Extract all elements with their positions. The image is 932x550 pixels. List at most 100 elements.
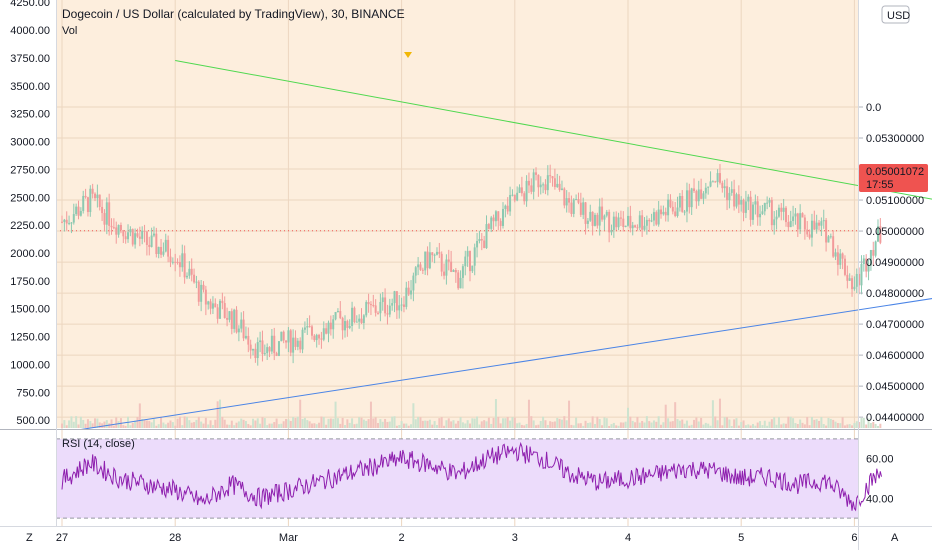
volume-bar [70, 416, 73, 428]
volume-bar [360, 417, 363, 428]
volume-bar [667, 418, 670, 428]
candle-body [101, 206, 104, 214]
candle-body [91, 188, 94, 194]
candle-body [402, 304, 405, 307]
volume-bar [428, 419, 431, 428]
candle-body [294, 337, 297, 347]
candle-body [577, 199, 580, 203]
volume-bar [65, 425, 68, 428]
right-axis-tick: 0.04600000 [866, 350, 924, 362]
volume-bar [511, 417, 514, 428]
scale-button-z[interactable]: Z [26, 532, 33, 544]
volume-bar [775, 424, 778, 428]
left-axis-tick: 1750.00 [10, 276, 50, 288]
candle-body [270, 335, 273, 352]
candle-body [183, 253, 186, 278]
candles [61, 164, 882, 366]
volume-bar [535, 425, 538, 428]
candle-body [301, 329, 304, 350]
candle-body [818, 222, 821, 226]
candle-body [431, 252, 434, 256]
volume-bar [829, 418, 832, 428]
candle-body [61, 221, 63, 223]
volume-bar [730, 425, 733, 428]
volume-bar [247, 423, 250, 428]
candle-body [688, 190, 691, 208]
volume-bar [589, 422, 592, 428]
volume-bar [785, 423, 788, 428]
candle-body [162, 251, 165, 255]
candle-body [237, 328, 240, 333]
volume-bar [709, 425, 712, 428]
right-axis-tick: 0.04800000 [866, 288, 924, 300]
candle-body [586, 220, 589, 224]
candle-body [714, 181, 717, 183]
volume-bar [249, 425, 252, 428]
candle-body [440, 253, 443, 272]
candle-body [459, 277, 462, 289]
candle-body [549, 175, 552, 177]
volume-bar [601, 425, 604, 428]
volume-bar [742, 420, 745, 428]
candle-body [235, 309, 238, 333]
volume-bar [101, 423, 104, 428]
candle-body [685, 190, 688, 212]
candle-body [96, 194, 99, 199]
volume-bar [414, 419, 417, 428]
candle-body [433, 254, 436, 256]
candle-body [874, 241, 877, 256]
volume-bar [723, 417, 726, 428]
candle-body [188, 268, 191, 276]
candle-body [749, 196, 752, 220]
volume-bar [235, 422, 238, 428]
candle-body [829, 236, 832, 238]
candle-body [499, 220, 502, 226]
candle-body [815, 222, 818, 230]
auto-scale-button[interactable]: A [891, 532, 899, 544]
signal-marker [404, 52, 412, 58]
candle-body [365, 302, 368, 316]
candle-body [832, 236, 835, 257]
volume-bar [718, 398, 721, 428]
candle-body [369, 304, 372, 306]
candle-body [737, 194, 740, 205]
candle-body [240, 319, 243, 329]
volume-bar [832, 419, 835, 428]
volume-bar [749, 425, 752, 428]
candle-body [520, 187, 523, 194]
volume-bar [751, 423, 754, 428]
candle-body [308, 326, 311, 328]
candle-body [108, 202, 111, 226]
volume-bar [457, 420, 460, 428]
candle-body [683, 211, 686, 213]
volume-bar [697, 421, 700, 428]
candle-body [478, 238, 481, 241]
candle-body [615, 216, 618, 228]
volume-bar [285, 418, 288, 428]
candle-body [325, 328, 328, 334]
candle-body [185, 275, 188, 278]
x-tick-label: 6 [851, 532, 857, 544]
candle-body [155, 233, 158, 255]
candle-body [848, 278, 851, 281]
candle-body [360, 318, 363, 324]
candle-body [664, 211, 667, 216]
candle-body [572, 199, 575, 214]
volume-bar [306, 420, 309, 428]
volume-bar [325, 424, 328, 428]
candle-body [259, 340, 262, 343]
volume-bar [523, 425, 526, 428]
candle-body [532, 172, 535, 192]
volume-bar [655, 421, 658, 428]
volume-bar [544, 420, 547, 428]
volume-bar [310, 423, 313, 428]
currency-button[interactable]: USD [881, 5, 910, 24]
volume-bar [240, 418, 243, 428]
volume-bar [86, 419, 89, 428]
volume-bar [270, 423, 273, 428]
candle-body [214, 303, 217, 308]
volume-bar [570, 424, 573, 428]
price-tag-value: 0.05001072 [866, 166, 924, 178]
volume-bar [204, 417, 207, 428]
candle-body [353, 307, 356, 323]
